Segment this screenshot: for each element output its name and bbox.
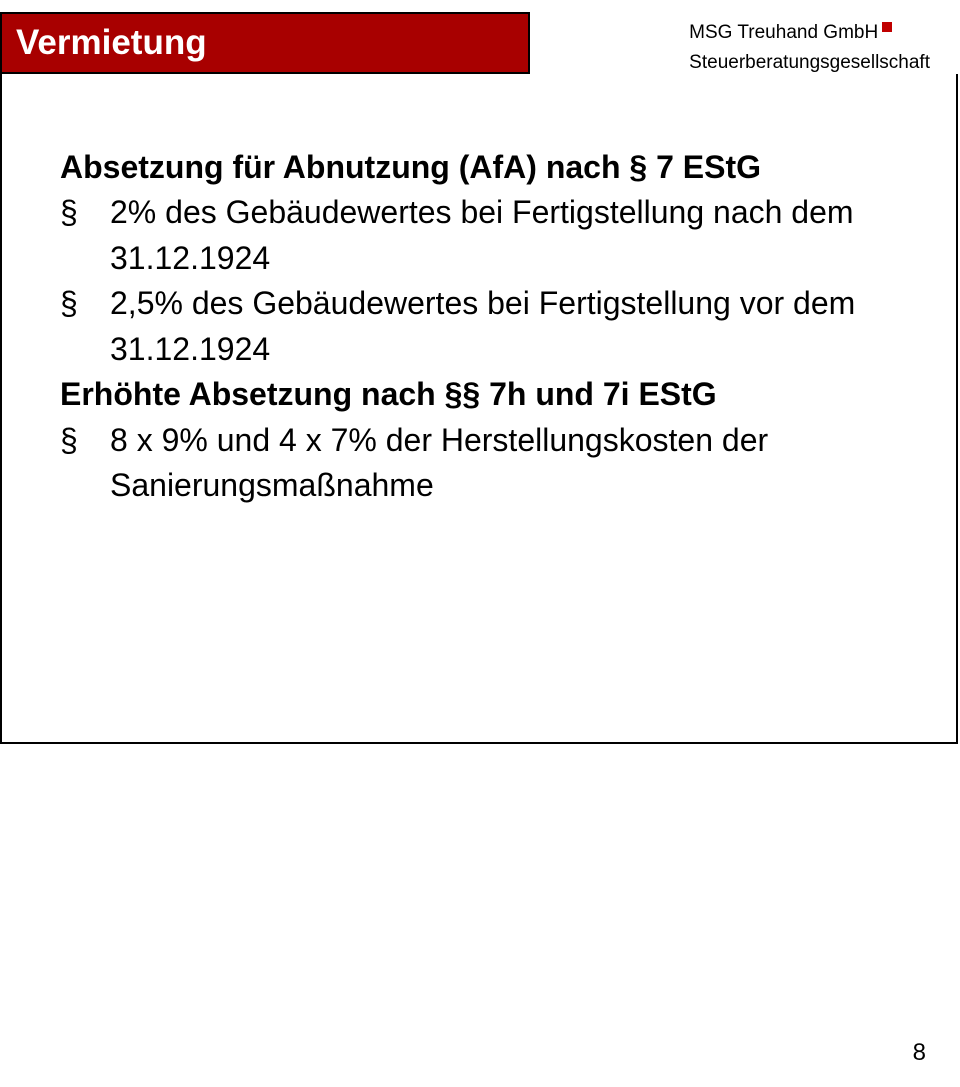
list-item-text: 2% des Gebäudewertes bei Fertigstellung … (110, 190, 900, 281)
list-item-text: 8 x 9% und 4 x 7% der Herstellungs­koste… (110, 418, 900, 509)
heading-afa: Absetzung für Abnutzung (AfA) nach § 7 E… (60, 145, 900, 190)
list-item: § 2% des Gebäudewertes bei Fertigstellun… (60, 190, 900, 281)
logo-square-icon (882, 22, 892, 32)
logo-block: MSG Treuhand GmbH Steuerberatungsgesells… (689, 18, 930, 79)
list-item: § 8 x 9% und 4 x 7% der Herstellungs­kos… (60, 418, 900, 509)
logo-line-1-wrap: MSG Treuhand GmbH (689, 18, 930, 48)
section-mark-icon: § (60, 190, 110, 281)
slide: Vermietung MSG Treuhand GmbH Steuerberat… (0, 0, 960, 1087)
slide-title: Vermietung (16, 23, 207, 63)
page-number: 8 (913, 1039, 926, 1067)
heading-erhoehte: Erhöhte Absetzung nach §§ 7h und 7i EStG (60, 372, 900, 417)
list-item-text: 2,5% des Gebäudewertes bei Fertigstellun… (110, 281, 900, 372)
logo-line-1: MSG Treuhand GmbH (689, 18, 878, 48)
section-mark-icon: § (60, 418, 110, 509)
body-text: Absetzung für Abnutzung (AfA) nach § 7 E… (60, 145, 900, 509)
title-bar: Vermietung (0, 12, 530, 74)
section-mark-icon: § (60, 281, 110, 372)
list-item: § 2,5% des Gebäudewertes bei Fertigstell… (60, 281, 900, 372)
